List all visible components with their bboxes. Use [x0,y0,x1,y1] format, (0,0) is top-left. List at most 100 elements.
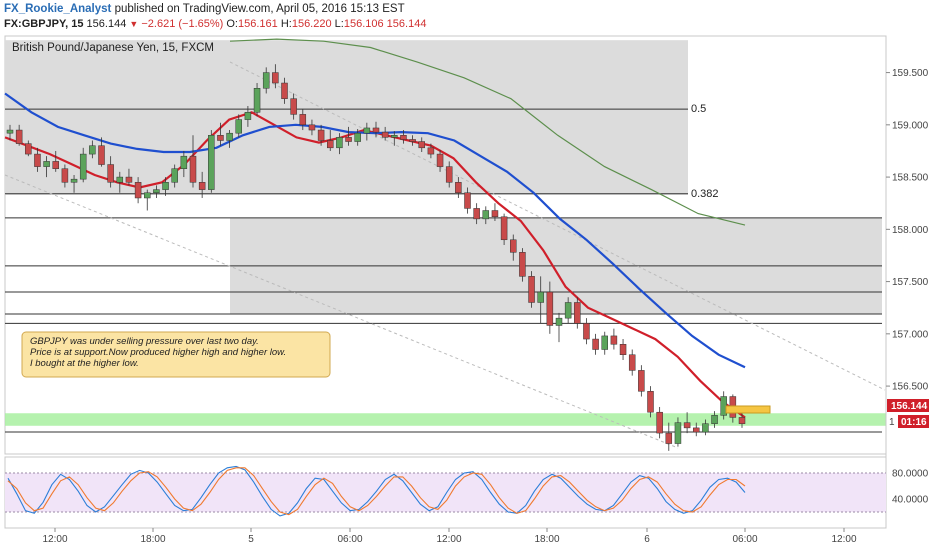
annotation-line-2: Price is at support.Now produced higher … [30,347,286,358]
fib-label-0: 0.5 [691,103,706,115]
candle-body-64 [592,338,599,350]
stoch-band [5,473,886,512]
candle-body-15 [144,192,151,199]
candle-body-20 [189,155,197,183]
time-tick-6: 6 [644,534,650,545]
countdown-label: 01:16 [901,417,927,428]
candle-body-30 [281,82,288,99]
symbol-label[interactable]: FX:GBPJPY, 15 [4,18,84,30]
candle-body-66 [610,335,618,345]
published-text: published on TradingView.com, April 05, … [114,3,405,15]
candle-body-19 [180,155,188,169]
time-tick-4: 12:00 [436,534,461,545]
lower-trendline [4,174,679,449]
candle-body-56 [519,252,526,277]
candle-body-35 [327,140,334,149]
candle-body-1 [15,129,23,144]
chart-header: FX_Rookie_Analyst published on TradingVi… [0,0,932,34]
annotation-line-1: GBPJPY was under selling pressure over l… [30,336,259,347]
candle-body-53 [491,210,499,218]
candle-body-43 [400,135,407,140]
candle-body-60 [555,317,563,326]
candle-body-14 [134,182,142,199]
candle-body-65 [601,335,608,350]
candle-body-9 [89,145,96,155]
upper-trendline [229,61,886,391]
price-tick-6: 156.500 [892,382,929,393]
time-tick-2: 5 [248,534,254,545]
candle-body-29 [272,72,279,84]
time-axis[interactable]: 12:00 18:00 5 06:00 12:00 18:00 6 06:00 12:00 [42,528,857,545]
low-label: L: [334,18,344,30]
candle-body-40 [372,127,380,133]
candle-body-54 [500,216,508,241]
candle-body-38 [354,132,361,142]
candle-body-51 [473,208,480,220]
candle-body-34 [317,129,325,141]
candle-body-12 [116,176,124,183]
stoch-axis: 80.0000 40.0000 [892,469,929,506]
candle-body-25 [235,119,242,134]
open-value: 156.161 [238,18,278,30]
candle-body-2 [25,143,32,155]
fib-labels: 0.5 0.382 [691,103,719,200]
price-tick-5: 157.000 [892,329,929,340]
candle-body-13 [125,176,133,183]
candle-body-46 [427,147,435,155]
time-tick-0: 12:00 [42,534,67,545]
stochastic-lines [7,465,746,517]
candle-body-39 [363,127,371,134]
time-tick-3: 06:00 [337,534,362,545]
candle-body-62 [574,302,581,324]
candle-body-48 [445,166,453,183]
candle-body-10 [98,145,105,165]
candle-body-8 [79,153,87,180]
trend-channel [4,61,886,449]
candle-body-50 [464,192,471,209]
ohlc-line: FX:GBPJPY, 15 156.144 ▼ −2.621 (−1.65%) … [4,18,426,30]
resistance-zones [5,40,882,314]
candle-body-5 [52,161,59,169]
candle-body-75 [693,427,700,433]
candle-body-32 [299,114,307,126]
stoch-line-0 [7,465,746,517]
stoch-tick-1: 40.0000 [892,495,929,506]
ma-line-2 [229,38,746,226]
candle-body-73 [674,422,682,444]
stoch-line-1 [7,467,746,516]
candle-body-77 [711,415,718,424]
high-label: H: [280,18,292,30]
low-value: 156.106 [343,18,384,30]
zone-0 [5,40,688,195]
candle-body-11 [107,164,114,183]
candle-body-16 [153,189,160,194]
candle-body-22 [208,135,215,190]
moving-averages [4,38,746,419]
candle-body-55 [510,239,517,253]
annotation-box[interactable]: GBPJPY was under selling pressure over l… [21,331,331,378]
axis-partial-label: 1 [889,417,895,428]
candle-body-17 [162,182,169,190]
price-axis[interactable]: 159.500 159.000 158.500 158.000 157.500 157.0… [886,68,929,393]
author-link[interactable]: FX_Rookie_Analyst [4,3,112,15]
candle-body-72 [665,432,673,444]
time-tick-5: 18:00 [534,534,559,545]
candle-body-42 [391,135,398,138]
candle-body-26 [244,112,252,120]
publish-line: FX_Rookie_Analyst published on TradingVi… [4,3,405,15]
candle-body-7 [70,178,78,183]
candle-body-23 [217,135,224,141]
candle-body-49 [455,182,462,194]
candle-body-59 [546,291,554,326]
candle-body-57 [528,276,535,303]
candle-body-47 [436,153,444,167]
candle-body-70 [647,391,654,413]
support-band [5,413,886,426]
candle-body-27 [253,88,261,113]
candle-body-24 [226,132,233,141]
candle-body-44 [409,139,416,142]
down-triangle-icon: ▼ [129,19,139,29]
candle-body-36 [336,137,343,149]
candle-body-69 [638,370,645,392]
